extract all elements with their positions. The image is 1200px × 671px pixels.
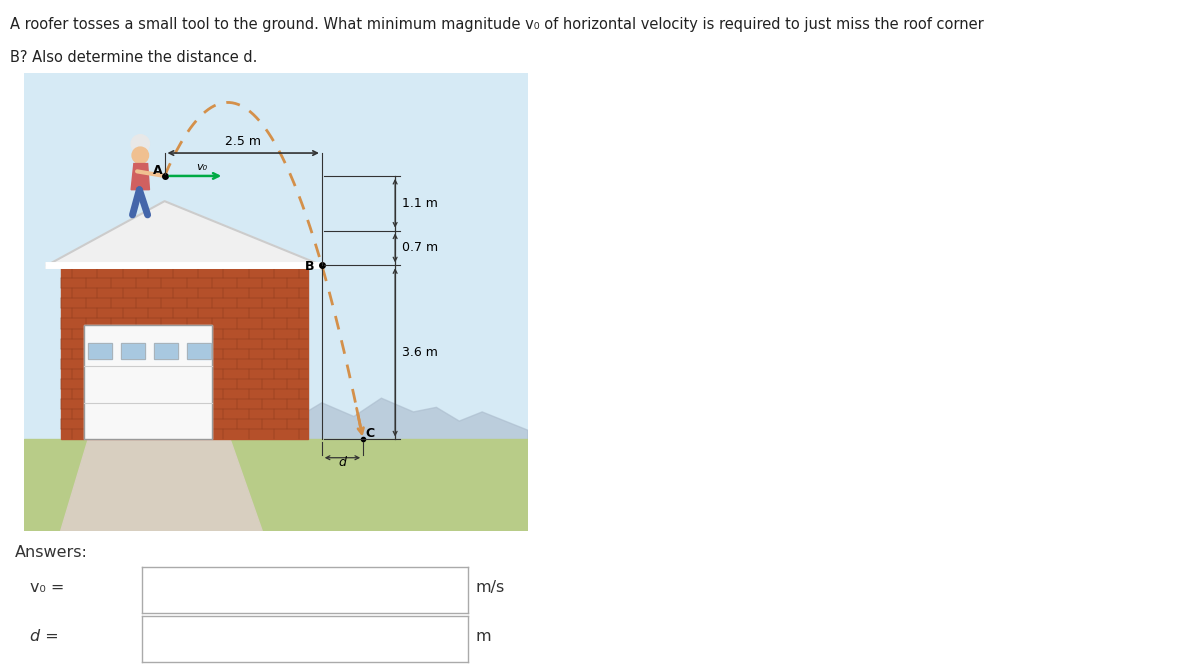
- Circle shape: [131, 135, 150, 153]
- Polygon shape: [131, 164, 150, 190]
- Bar: [24, 440, 528, 531]
- Bar: [154, 343, 178, 359]
- Text: m: m: [475, 629, 491, 643]
- Text: i: i: [121, 630, 128, 648]
- Polygon shape: [61, 440, 263, 531]
- Text: 2.5 m: 2.5 m: [226, 135, 262, 148]
- Text: 1.1 m: 1.1 m: [402, 197, 438, 210]
- Text: 3.6 m: 3.6 m: [402, 346, 438, 359]
- Text: B? Also determine the distance d.: B? Also determine the distance d.: [10, 50, 257, 65]
- Text: 0.7 m: 0.7 m: [402, 242, 438, 254]
- Text: v₀: v₀: [197, 162, 208, 172]
- Text: d: d: [338, 456, 347, 469]
- Text: i: i: [121, 581, 128, 599]
- Circle shape: [132, 147, 149, 164]
- Text: A: A: [154, 164, 163, 176]
- Bar: [121, 343, 145, 359]
- Bar: [187, 343, 211, 359]
- Bar: [84, 325, 212, 440]
- Text: A roofer tosses a small tool to the ground. What minimum magnitude v₀ of horizon: A roofer tosses a small tool to the grou…: [10, 17, 983, 32]
- Bar: [84, 325, 212, 440]
- Text: C: C: [365, 427, 374, 440]
- Bar: [187, 343, 211, 359]
- Text: m/s: m/s: [475, 580, 504, 595]
- Polygon shape: [276, 398, 528, 531]
- Polygon shape: [47, 201, 322, 265]
- Text: Answers:: Answers:: [14, 545, 88, 560]
- Bar: [154, 343, 178, 359]
- Bar: [61, 265, 308, 440]
- Bar: [88, 343, 112, 359]
- Text: d =: d =: [30, 629, 59, 643]
- Bar: [121, 343, 145, 359]
- Text: B: B: [305, 260, 314, 273]
- Bar: [88, 343, 112, 359]
- Text: v₀ =: v₀ =: [30, 580, 65, 595]
